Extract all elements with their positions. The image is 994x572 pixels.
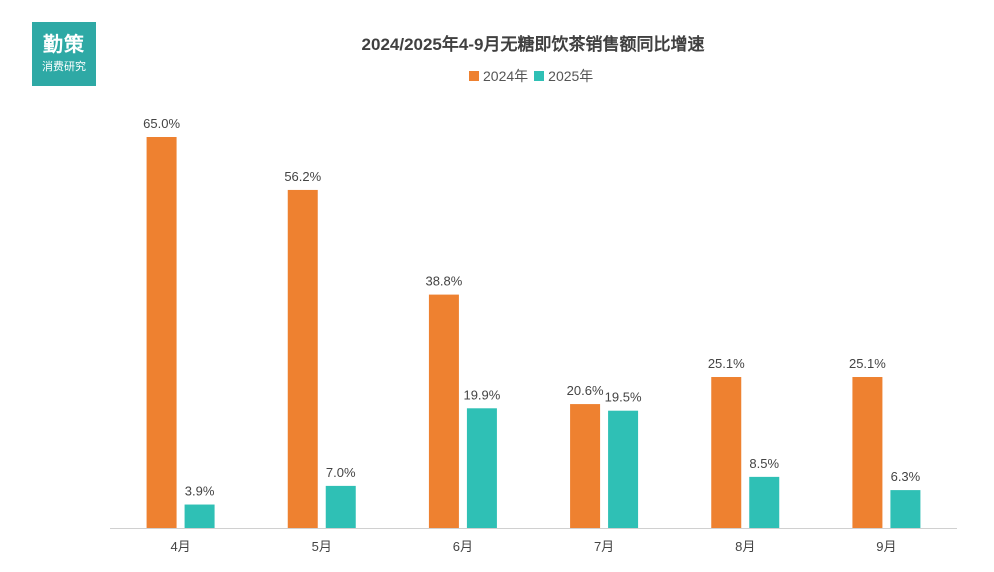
bar-2025-9 <box>890 490 921 528</box>
data-label-2025-8: 8.5% <box>749 456 779 471</box>
bar-2025-5 <box>325 485 356 528</box>
legend-label-2024: 2024年 <box>483 68 529 84</box>
legend-item-2024: 2024年 <box>469 66 528 86</box>
bar-2025-8 <box>749 476 780 528</box>
data-label-2025-5: 7.0% <box>326 465 356 480</box>
data-label-2024-6: 38.8% <box>425 274 462 289</box>
data-label-2024-7: 20.6% <box>567 383 604 398</box>
legend-swatch-2024 <box>469 71 479 81</box>
x-tick-label: 9月 <box>876 539 896 554</box>
data-label-2025-9: 6.3% <box>891 469 921 484</box>
bar-2025-7 <box>608 410 639 528</box>
data-label-2025-6: 19.9% <box>463 387 500 402</box>
bar-2024-6 <box>428 294 459 528</box>
data-label-2024-8: 25.1% <box>708 356 745 371</box>
x-tick-label: 5月 <box>312 539 332 554</box>
bar-2025-4 <box>184 504 215 528</box>
x-tick-label: 7月 <box>594 539 614 554</box>
bar-2025-6 <box>466 408 497 528</box>
bar-2024-5 <box>287 189 318 529</box>
bar-2024-4 <box>146 137 177 528</box>
logo-sub-text: 消费研究 <box>42 61 86 73</box>
data-label-2024-5: 56.2% <box>284 169 321 184</box>
legend-swatch-2025 <box>534 71 545 81</box>
data-label-2025-7: 19.5% <box>605 390 642 405</box>
chart-title: 2024/2025年4-9月无糖即饮茶销售额同比增速 <box>361 35 705 54</box>
x-tick-label: 8月 <box>735 539 755 554</box>
brand-logo: 勤策 消费研究 <box>32 22 96 86</box>
bar-2024-7 <box>570 404 601 528</box>
data-label-2024-4: 65.0% <box>143 116 180 131</box>
bar-2024-9 <box>852 377 883 528</box>
data-label-2025-4: 3.9% <box>185 484 215 499</box>
legend-item-2025: 2025年 <box>534 66 593 86</box>
x-tick-label: 6月 <box>453 539 473 554</box>
data-label-2024-9: 25.1% <box>849 356 886 371</box>
x-tick-label: 4月 <box>170 539 190 554</box>
legend-label-2025: 2025年 <box>548 68 594 84</box>
logo-main-text: 勤策 <box>43 32 85 56</box>
bar-2024-8 <box>711 377 742 528</box>
chart-legend: 2024年 2025年 <box>469 67 599 85</box>
